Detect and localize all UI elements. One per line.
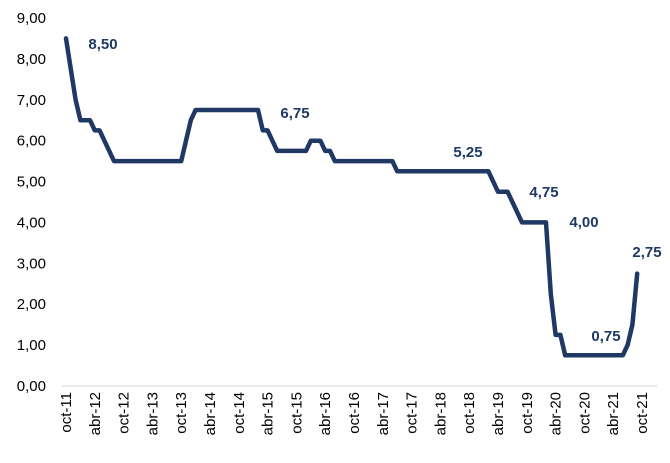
data-label: 0,75 (591, 328, 620, 345)
x-axis-tick-label: oct-19 (519, 392, 536, 434)
x-axis-tick-label: oct-13 (173, 392, 190, 434)
x-axis-tick-label: abr-21 (605, 392, 622, 435)
x-axis-tick-label: abr-15 (260, 392, 277, 435)
y-axis-tick-label: 4,00 (17, 214, 46, 231)
y-axis-tick-label: 2,00 (17, 296, 46, 313)
x-axis-tick-label: abr-18 (432, 392, 449, 435)
x-axis-tick-label: abr-14 (202, 392, 219, 435)
x-axis-tick-label: oct-21 (634, 392, 651, 434)
x-axis-tick-label: abr-16 (317, 392, 334, 435)
y-axis-tick-label: 7,00 (17, 92, 46, 109)
x-axis-tick-label: abr-13 (144, 392, 161, 435)
data-label: 6,75 (280, 105, 309, 122)
data-label: 4,75 (529, 184, 558, 201)
y-axis-tick-label: 8,00 (17, 51, 46, 68)
data-label: 8,50 (88, 36, 117, 53)
x-axis-tick-label: oct-18 (461, 392, 478, 434)
data-label: 4,00 (569, 214, 598, 231)
y-axis-tick-label: 1,00 (17, 337, 46, 354)
x-axis-tick-label: oct-11 (58, 392, 75, 433)
x-axis-tick-label: abr-12 (87, 392, 104, 435)
x-axis-tick-label: abr-20 (548, 392, 565, 435)
x-axis-tick-label: oct-12 (116, 392, 133, 434)
y-axis-tick-label: 0,00 (17, 378, 46, 395)
y-axis-tick-label: 5,00 (17, 174, 46, 191)
y-axis-tick-label: 9,00 (17, 10, 46, 27)
x-axis-tick-label: oct-17 (404, 392, 421, 434)
y-axis-tick-label: 6,00 (17, 133, 46, 150)
x-axis-tick-label: oct-14 (231, 392, 248, 434)
y-axis-tick-label: 3,00 (17, 255, 46, 272)
x-axis-tick-label: oct-20 (576, 392, 593, 434)
x-axis-tick-label: oct-16 (346, 392, 363, 434)
x-axis-tick-label: oct-15 (288, 392, 305, 434)
x-axis-tick-label: abr-17 (375, 392, 392, 435)
data-label: 2,75 (632, 244, 661, 261)
series-line-tasa-politica-monetaria (63, 36, 640, 358)
data-label: 5,25 (453, 144, 482, 161)
x-axis-tick-label: abr-19 (490, 392, 507, 435)
